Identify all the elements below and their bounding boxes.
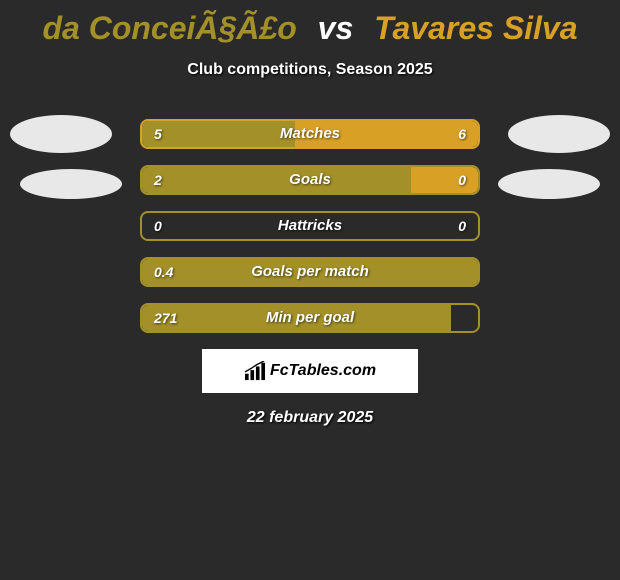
bar-label: Hattricks (142, 213, 478, 239)
bar-value-right: 6 (458, 121, 466, 147)
footer-date: 22 february 2025 (0, 409, 620, 427)
player2-avatar-placeholder-bottom (498, 169, 600, 199)
bars-container: 5Matches62Goals00Hattricks00.4Goals per … (140, 119, 480, 333)
brand-box: FcTables.com (202, 349, 418, 393)
bar-label: Matches (142, 121, 478, 147)
subtitle: Club competitions, Season 2025 (0, 61, 620, 79)
player2-avatar-placeholder-top (508, 115, 610, 153)
bar-value-right: 0 (458, 167, 466, 193)
bar-label: Goals per match (142, 259, 478, 285)
player1-name: da ConceiÃ§Ã£o (42, 10, 296, 46)
stat-bar-row: 0.4Goals per match (140, 257, 480, 287)
brand-text: FcTables.com (270, 362, 376, 380)
bar-label: Min per goal (142, 305, 478, 331)
stats-area: 5Matches62Goals00Hattricks00.4Goals per … (0, 119, 620, 333)
player2-name: Tavares Silva (374, 10, 577, 46)
bar-value-right: 0 (458, 213, 466, 239)
stat-bar-row: 2Goals0 (140, 165, 480, 195)
player1-avatar-placeholder-top (10, 115, 112, 153)
stat-bar-row: 0Hattricks0 (140, 211, 480, 241)
stat-bar-row: 271Min per goal (140, 303, 480, 333)
stat-bar-row: 5Matches6 (140, 119, 480, 149)
vs-text: vs (318, 10, 354, 46)
comparison-title: da ConceiÃ§Ã£o vs Tavares Silva (0, 0, 620, 47)
chart-icon (244, 361, 266, 381)
player1-avatar-placeholder-bottom (20, 169, 122, 199)
bar-label: Goals (142, 167, 478, 193)
